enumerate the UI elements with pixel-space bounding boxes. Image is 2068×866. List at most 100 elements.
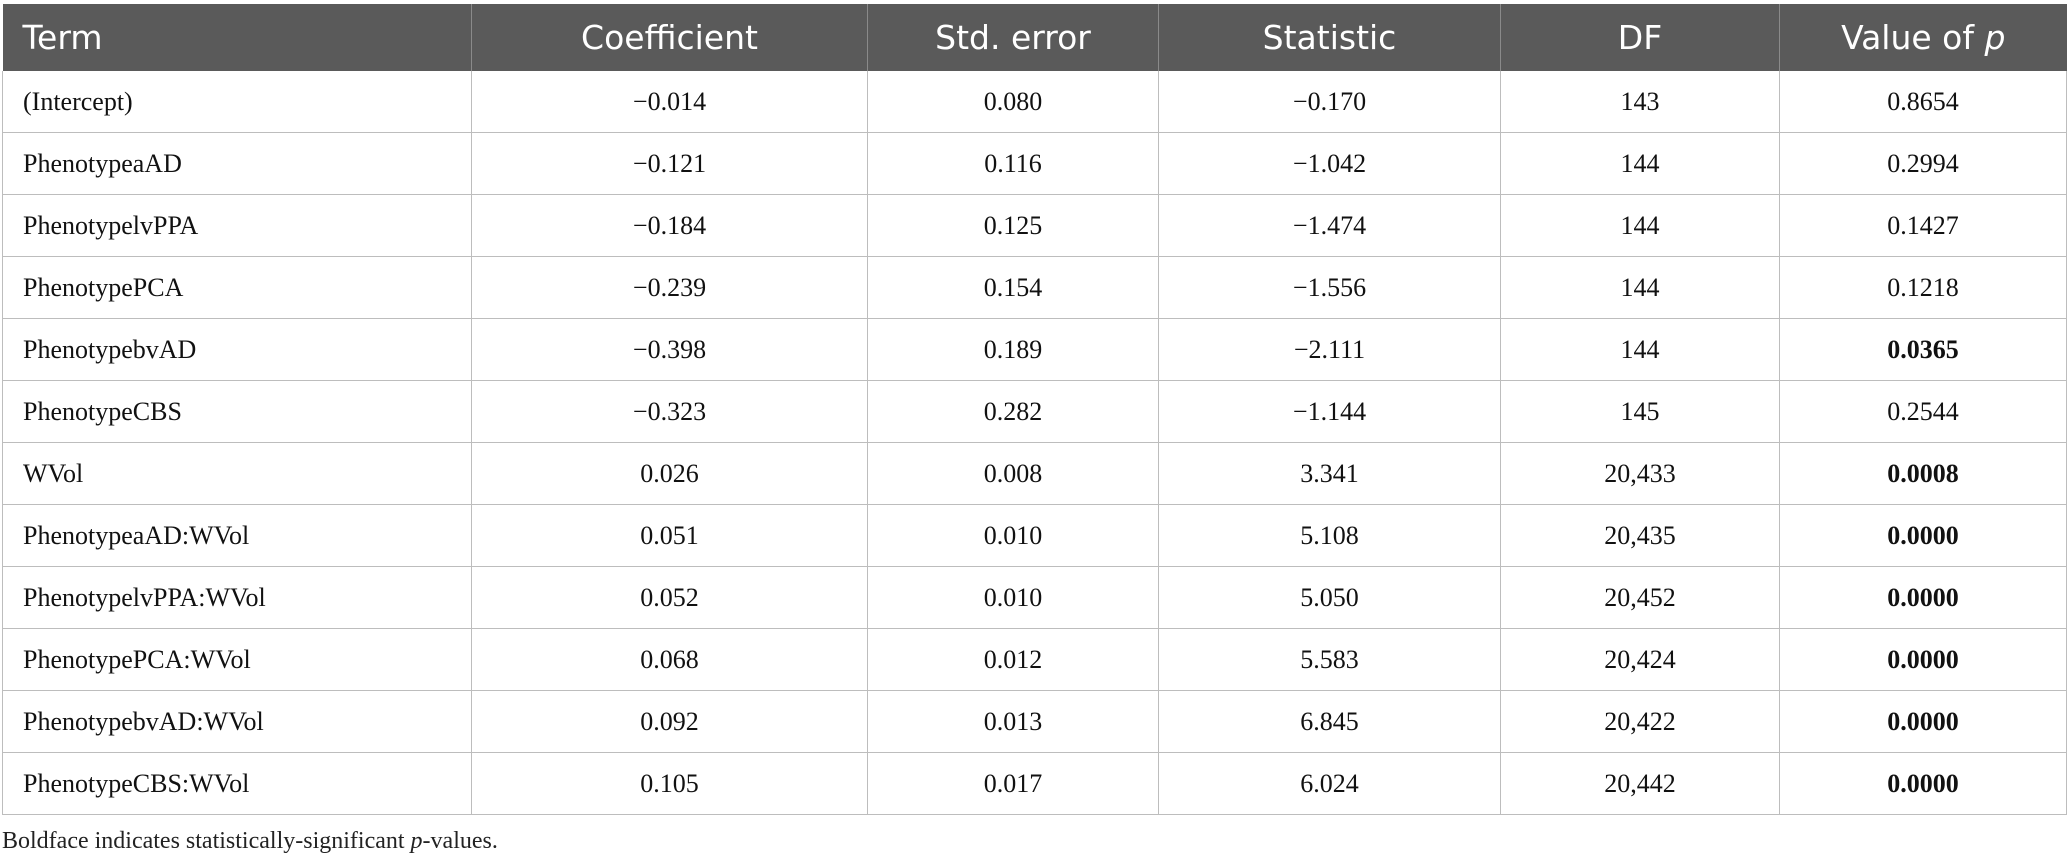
cell-p-value: 0.0000 [1779,504,2067,567]
header-value-of-label: Value of [1841,18,1974,57]
table-row: (Intercept) −0.014 0.080 −0.170 143 0.8654 [2,71,2067,133]
table-row: PhenotypeaAD −0.121 0.116 −1.042 144 0.2994 [2,132,2067,195]
table-row: PhenotypeCBS −0.323 0.282 −1.144 145 0.2544 [2,380,2067,443]
cell-coefficient: −0.239 [471,256,868,319]
cell-term: PhenotypebvAD:WVol [2,690,472,753]
footnote-suffix: -values. [422,828,498,854]
cell-df: 20,433 [1500,442,1780,505]
cell-std-error: 0.125 [867,194,1159,257]
cell-statistic: −1.556 [1158,256,1501,319]
cell-statistic: 6.024 [1158,752,1501,815]
cell-statistic: −0.170 [1158,71,1501,133]
cell-coefficient: 0.026 [471,442,868,505]
header-statistic: Statistic [1158,4,1501,71]
cell-statistic: 3.341 [1158,442,1501,505]
cell-coefficient: −0.014 [471,71,868,133]
cell-p-value: 0.2544 [1779,380,2067,443]
footnote-prefix: Boldface indicates statistically-signifi… [2,828,411,854]
cell-term: PhenotypelvPPA:WVol [2,566,472,629]
table-row: PhenotypebvAD −0.398 0.189 −2.111 144 0.0365 [2,318,2067,381]
cell-std-error: 0.013 [867,690,1159,753]
cell-std-error: 0.154 [867,256,1159,319]
cell-term: PhenotypebvAD [2,318,472,381]
cell-std-error: 0.012 [867,628,1159,691]
cell-p-value: 0.0008 [1779,442,2067,505]
cell-term: PhenotypePCA [2,256,472,319]
cell-term: PhenotypeCBS [2,380,472,443]
cell-coefficient: 0.052 [471,566,868,629]
cell-p-value: 0.1218 [1779,256,2067,319]
cell-statistic: 5.108 [1158,504,1501,567]
cell-coefficient: 0.105 [471,752,868,815]
cell-df: 20,452 [1500,566,1780,629]
cell-term: PhenotypelvPPA [2,194,472,257]
header-std-error: Std. error [867,4,1159,71]
table-row: PhenotypeCBS:WVol 0.105 0.017 6.024 20,442 0.… [2,752,2067,815]
cell-coefficient: −0.323 [471,380,868,443]
table-row: PhenotypebvAD:WVol 0.092 0.013 6.845 20,422 0… [2,690,2067,753]
table-row: PhenotypelvPPA −0.184 0.125 −1.474 144 0.1427 [2,194,2067,257]
cell-std-error: 0.010 [867,504,1159,567]
header-row: Term Coefficient Std. error Statistic DF… [2,4,2067,71]
cell-df: 20,422 [1500,690,1780,753]
cell-p-value: 0.0000 [1779,752,2067,815]
cell-df: 144 [1500,132,1780,195]
cell-df: 144 [1500,318,1780,381]
cell-df: 20,442 [1500,752,1780,815]
cell-df: 143 [1500,71,1780,133]
cell-std-error: 0.080 [867,71,1159,133]
cell-p-value: 0.0000 [1779,690,2067,753]
table-header: Term Coefficient Std. error Statistic DF… [2,4,2067,71]
regression-table-wrapper: Term Coefficient Std. error Statistic DF… [2,4,2067,815]
cell-coefficient: −0.184 [471,194,868,257]
cell-statistic: −2.111 [1158,318,1501,381]
cell-p-value: 0.1427 [1779,194,2067,257]
cell-df: 20,424 [1500,628,1780,691]
cell-df: 145 [1500,380,1780,443]
cell-statistic: 5.583 [1158,628,1501,691]
cell-term: PhenotypePCA:WVol [2,628,472,691]
table-row: PhenotypePCA:WVol 0.068 0.012 5.583 20,424 0.… [2,628,2067,691]
header-p-italic: p [1984,18,2006,57]
table-row: PhenotypelvPPA:WVol 0.052 0.010 5.050 20,452… [2,566,2067,629]
table-row: PhenotypeaAD:WVol 0.051 0.010 5.108 20,435 0.… [2,504,2067,567]
cell-std-error: 0.189 [867,318,1159,381]
cell-std-error: 0.282 [867,380,1159,443]
cell-coefficient: −0.398 [471,318,868,381]
cell-statistic: 6.845 [1158,690,1501,753]
table-row: WVol 0.026 0.008 3.341 20,433 0.0008 [2,442,2067,505]
cell-statistic: −1.144 [1158,380,1501,443]
footnote-p-italic: p [410,828,423,854]
header-df: DF [1500,4,1780,71]
table-row: PhenotypePCA −0.239 0.154 −1.556 144 0.1218 [2,256,2067,319]
cell-term: WVol [2,442,472,505]
cell-df: 20,435 [1500,504,1780,567]
header-coefficient: Coefficient [471,4,868,71]
regression-table: Term Coefficient Std. error Statistic DF… [2,4,2067,815]
cell-p-value: 0.8654 [1779,71,2067,133]
cell-std-error: 0.116 [867,132,1159,195]
cell-coefficient: 0.092 [471,690,868,753]
cell-coefficient: 0.051 [471,504,868,567]
cell-df: 144 [1500,256,1780,319]
table-footnote: Boldface indicates statistically-signifi… [2,828,498,855]
cell-coefficient: −0.121 [471,132,868,195]
header-value-of-p: Value of p [1779,4,2067,71]
cell-statistic: −1.042 [1158,132,1501,195]
cell-p-value: 0.2994 [1779,132,2067,195]
cell-p-value: 0.0365 [1779,318,2067,381]
cell-df: 144 [1500,194,1780,257]
header-term: Term [2,4,472,71]
cell-statistic: 5.050 [1158,566,1501,629]
cell-std-error: 0.010 [867,566,1159,629]
cell-term: (Intercept) [2,71,472,133]
table-body: (Intercept) −0.014 0.080 −0.170 143 0.8654 Phe… [2,71,2067,815]
cell-std-error: 0.017 [867,752,1159,815]
cell-p-value: 0.0000 [1779,566,2067,629]
cell-coefficient: 0.068 [471,628,868,691]
cell-term: PhenotypeaAD [2,132,472,195]
cell-p-value: 0.0000 [1779,628,2067,691]
cell-term: PhenotypeCBS:WVol [2,752,472,815]
cell-std-error: 0.008 [867,442,1159,505]
cell-statistic: −1.474 [1158,194,1501,257]
